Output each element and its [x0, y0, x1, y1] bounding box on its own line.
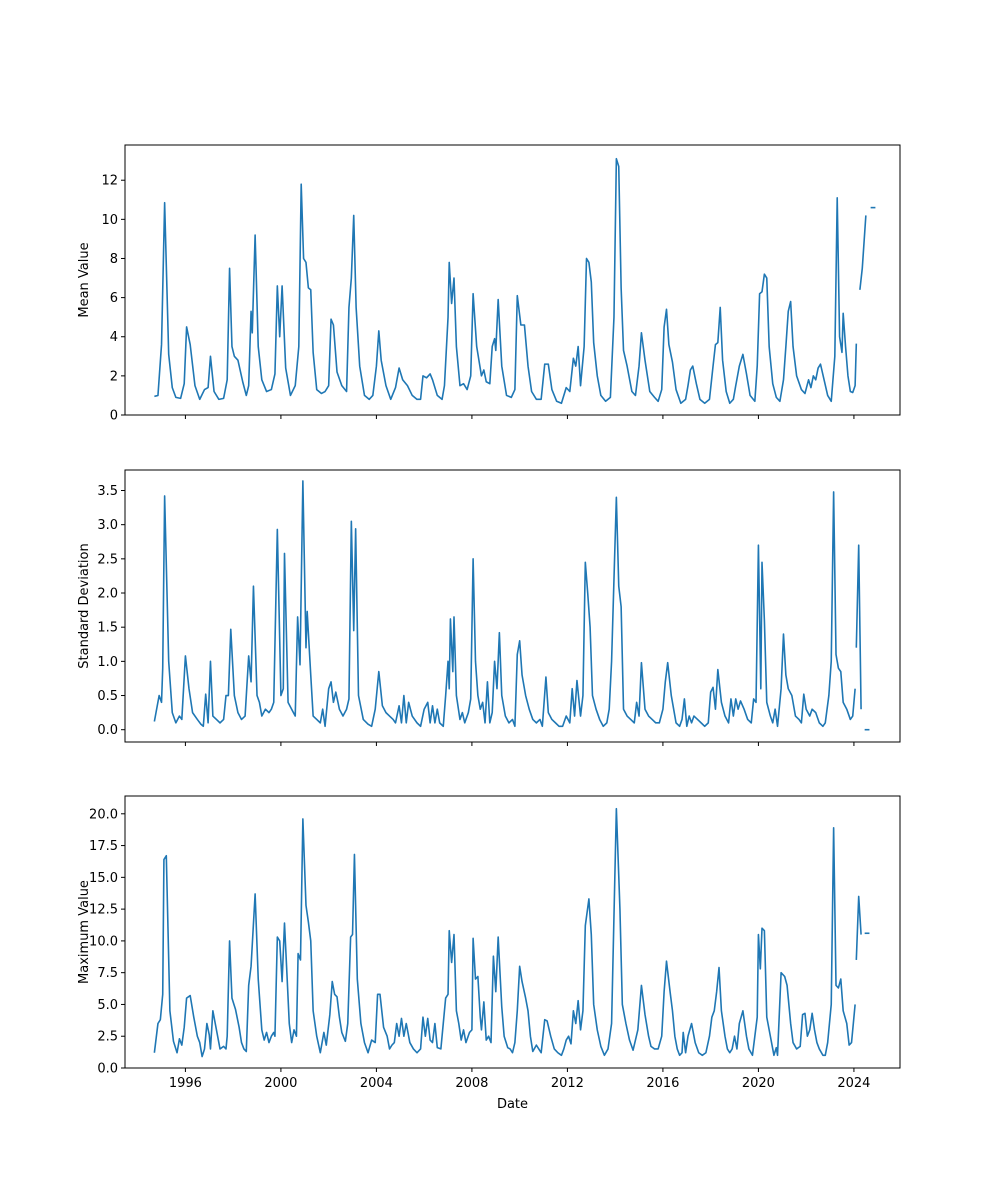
axes-frame — [124, 795, 901, 1069]
y-tick-label: 2 — [110, 369, 118, 384]
y-tick-label: 0.0 — [97, 1062, 118, 1077]
axes-frame — [124, 469, 901, 743]
subplot-2: 0.0 0.5 1.0 1.5 2.0 2.5 3.0 3.5 Standard Deviati… — [77, 469, 901, 746]
y-axis-label: Standard Deviation — [77, 543, 92, 668]
x-tick-label: 2016 — [646, 1076, 679, 1091]
x-tick-label: 2000 — [264, 1076, 297, 1091]
y-tick-label: 3.0 — [97, 518, 118, 533]
y-tick-label: 15.0 — [89, 871, 118, 886]
subplot-1: 0 2 4 6 8 10 12 Mean Value — [77, 144, 901, 424]
y-tick-label: 2.5 — [97, 1030, 118, 1045]
y-tick-label: 6 — [110, 291, 118, 306]
y-tick-label: 1.0 — [97, 655, 118, 670]
series-line-segment — [153, 807, 856, 1058]
x-tick-label: 1996 — [169, 1076, 202, 1091]
y-tick-label: 12 — [101, 174, 118, 189]
y-tick-label: 8 — [110, 252, 118, 267]
y-tick-label: 5.0 — [97, 998, 118, 1013]
y-tick-label: 10.0 — [89, 934, 118, 949]
series-line-segment — [859, 215, 867, 290]
series-line-segment — [855, 895, 862, 960]
x-tick-label: 2020 — [742, 1076, 775, 1091]
x-tick-label: 2008 — [455, 1076, 488, 1091]
y-tick-label: 0 — [110, 409, 118, 424]
y-tick-label: 17.5 — [89, 839, 118, 854]
y-axis-label: Mean Value — [77, 242, 92, 317]
x-tick-label: 2024 — [837, 1076, 870, 1091]
x-tick-label: 2004 — [360, 1076, 393, 1091]
y-tick-label: 20.0 — [89, 807, 118, 822]
subplot-3: 0.0 2.5 5.0 7.5 10.0 12.5 15.0 17.5 20.0 1996 2000… — [77, 795, 901, 1112]
series-line-segment — [855, 544, 862, 710]
x-axis-label: Date — [497, 1097, 528, 1112]
y-tick-label: 1.5 — [97, 621, 118, 636]
y-tick-label: 7.5 — [97, 966, 118, 981]
y-tick-label: 0.5 — [97, 689, 118, 704]
series-line-segment — [153, 480, 856, 728]
y-tick-label: 2.5 — [97, 552, 118, 567]
x-tick-label: 2012 — [551, 1076, 584, 1091]
y-tick-label: 12.5 — [89, 903, 118, 918]
y-axis-label: Maximum Value — [77, 880, 92, 984]
y-tick-label: 3.5 — [97, 484, 118, 499]
series-line-segment — [154, 157, 858, 405]
y-tick-label: 4 — [110, 330, 118, 345]
y-tick-label: 0.0 — [97, 723, 118, 738]
y-tick-label: 10 — [101, 213, 118, 228]
axes-frame — [124, 144, 901, 416]
y-tick-label: 2.0 — [97, 587, 118, 602]
